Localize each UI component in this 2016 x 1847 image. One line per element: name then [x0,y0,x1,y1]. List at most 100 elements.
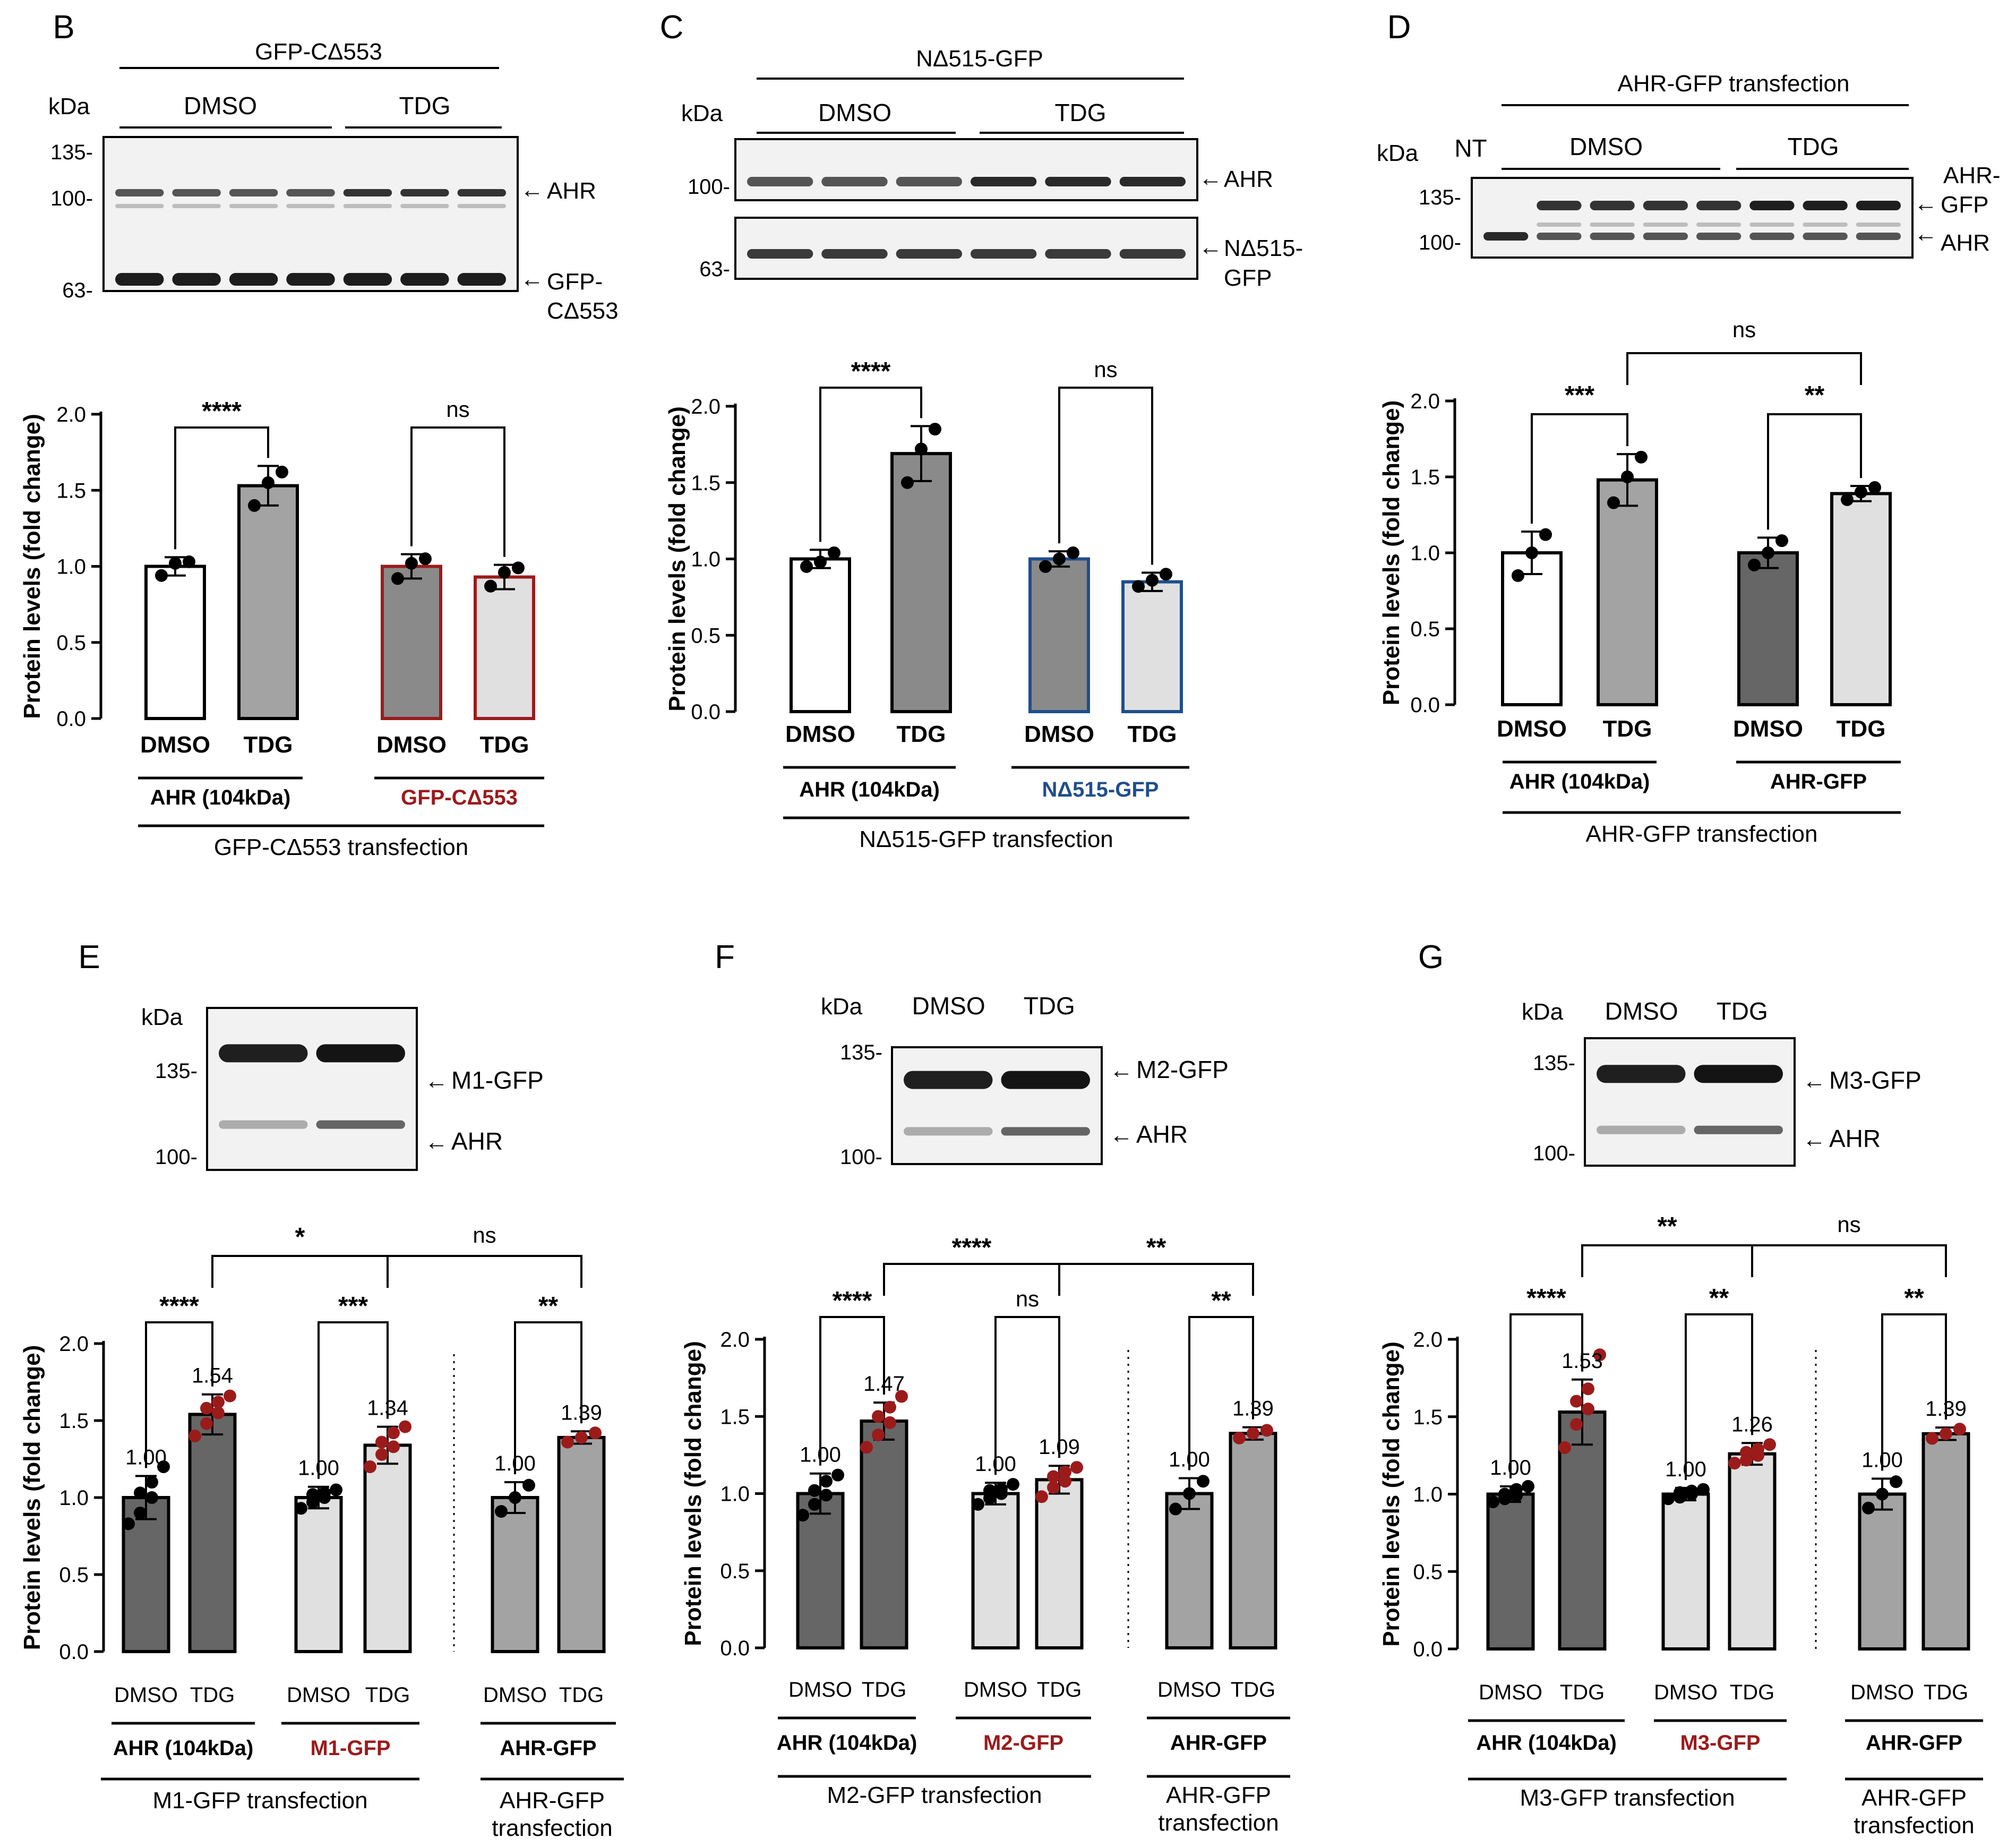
x-tick-label: TDG [1837,716,1886,742]
significance-label: ns [1016,1286,1039,1311]
x-tick-label: TDG [480,732,529,758]
significance-bracket [1188,1316,1254,1470]
undefined-band [1119,249,1186,259]
x-tick-label: DMSO [1024,721,1094,747]
undefined-frame [734,138,1198,201]
undefined-band [229,204,278,208]
significance-bracket [1881,1313,1947,1471]
data-point [318,1486,331,1500]
band-label-gfp: GFP [1224,265,1272,291]
group-label: NΔ515-GFP [1042,778,1159,801]
arrow-icon: ← [425,1068,448,1094]
data-point [1498,1487,1511,1501]
y-tick-label: 1.0 [720,1483,750,1506]
significance-label: ns [446,397,469,422]
undefined-band [1119,177,1186,186]
data-point [1169,1502,1182,1516]
undefined-frame [734,217,1198,280]
chart-B: 0.0 0.5 1.0 1.5 2.0 Protein levels (fold chan… [19,397,544,860]
group-label: AHR-GFP [1170,1731,1267,1755]
bar [1921,1432,1970,1651]
kda-label: kDa [1377,140,1419,166]
data-point [1047,1470,1060,1483]
significance-label: ** [1805,381,1825,409]
y-tick-label: 0.5 [1413,1560,1443,1584]
significance-bracket [994,1316,1060,1475]
blot-top-label: GFP-CΔ553 [255,39,382,65]
data-point [1035,1490,1048,1503]
undefined-band [286,204,335,208]
bar [1035,1478,1084,1649]
data-point [820,1475,833,1488]
data-point [1890,1475,1902,1489]
undefined-frame [1584,1037,1796,1167]
band-label-mgfp: M1-GFP [451,1066,544,1094]
undefined-band [229,189,278,196]
data-point [1593,1348,1606,1362]
y-tick-label: 2.0 [59,1332,89,1356]
group-label: AHR-GFP [500,1737,596,1760]
bar [294,1496,343,1653]
data-point [1582,1403,1594,1416]
data-point [796,1509,809,1522]
significance-label: **** [202,397,242,425]
significance-bracket [1685,1313,1753,1480]
band-label-mgfp: M3-GFP [1829,1066,1921,1094]
undefined-band [172,204,221,208]
significance-bracket [1767,413,1862,530]
significance-label: ns [1732,317,1756,342]
data-point [212,1406,225,1420]
group-label-tdg: TDG [1054,99,1106,126]
data-point [276,465,288,478]
y-tick-label: 0.5 [59,1563,89,1587]
band-label-ahr: AHR [1136,1121,1188,1148]
undefined-band [1483,232,1529,241]
significance-label: *** [338,1292,368,1320]
undefined-band [343,189,392,196]
x-tick-label: DMSO [788,1678,852,1701]
marker-100: 100- [1419,231,1461,254]
undefined-frame [891,1046,1103,1165]
y-tick-label: 0.0 [56,707,86,731]
undefined-band [1643,223,1688,227]
data-point [972,1498,984,1511]
marker-100: 100- [155,1145,198,1169]
data-point [495,1505,508,1518]
bar [890,452,952,713]
x-tick-label: DMSO [964,1678,1027,1701]
data-point [387,1440,400,1453]
significance-label: **** [1526,1284,1566,1312]
kda-label: kDa [48,93,90,119]
data-point [122,1517,135,1530]
band-label-gfp: GFP [1941,192,1988,218]
data-point [1558,1441,1571,1455]
arrow-icon: ← [1803,1068,1826,1094]
significance-label: ** [1709,1284,1729,1312]
bar [860,1419,908,1650]
significance-bracket [819,387,922,542]
undefined-band [457,204,506,208]
significance-bracket [410,426,505,557]
significance-bracket [211,1255,389,1288]
band-label-ahr: AHR [1829,1125,1881,1152]
group-label-dmso: DMSO [184,92,257,119]
x-tick-label: DMSO [140,732,210,758]
undefined-band [1749,233,1795,240]
undefined-band [457,273,506,286]
y-tick-label: 1.5 [691,472,720,495]
x-tick-label: DMSO [483,1683,547,1707]
chart-D: 0.0 0.5 1.0 1.5 2.0 Protein levels (fold chan… [1378,317,1901,847]
bar [1229,1432,1277,1650]
bottom-label: M1-GFP transfection [152,1788,367,1814]
blot-top-label: AHR-GFP transfection [1618,71,1850,97]
undefined-band [1856,233,1901,240]
data-point [1197,1475,1209,1488]
undefined-band [1001,1071,1090,1089]
y-tick-label: 0.0 [691,700,720,724]
band-label-ahr: AHR [547,178,596,204]
group-label: AHR (104kDa) [799,778,940,801]
data-point [814,555,827,569]
data-point [901,476,914,489]
undefined-band [400,273,449,286]
